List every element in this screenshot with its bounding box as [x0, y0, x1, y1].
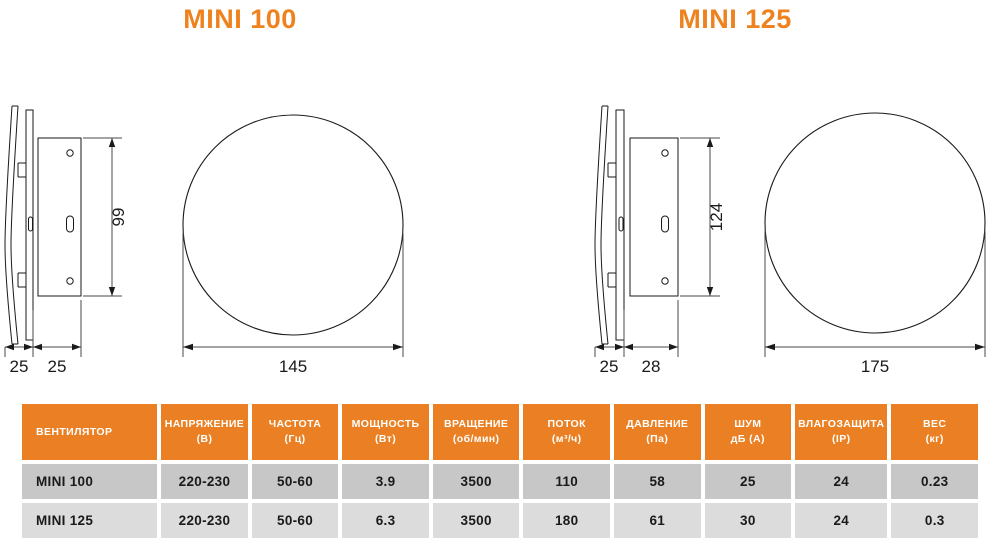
table-row: MINI 100 220-230 50-60 3.9 3500 110 58 2… [22, 464, 979, 499]
cell-rotation: 3500 [432, 503, 520, 538]
cell-voltage: 220-230 [161, 464, 248, 499]
column-header-pressure: ДАВЛЕНИЕ (Па) [614, 404, 701, 460]
dimension-label-diameter-175: 175 [861, 357, 889, 376]
cell-noise: 25 [704, 464, 792, 499]
dimension-label-height-124: 124 [707, 203, 726, 231]
column-header-label: ШУМ [734, 418, 762, 430]
column-header-unit: (м³/ч) [551, 433, 582, 445]
product-title-mini-125: MINI 125 [678, 4, 792, 34]
cell-flow: 110 [523, 464, 610, 499]
cell-fan-name: MINI 100 [22, 464, 158, 499]
column-header-unit: (IP) [832, 433, 851, 445]
dimension-label-diameter-145: 145 [279, 357, 307, 376]
cell-rotation: 3500 [432, 464, 520, 499]
column-header-label: ЧАСТОТА [268, 418, 322, 430]
column-header-label: НАПРЯЖЕНИЕ [164, 418, 245, 430]
cell-frequency: 50-60 [251, 464, 339, 499]
column-header-frequency: ЧАСТОТА (Гц) [251, 404, 339, 460]
column-header-power: МОЩНОСТЬ (Вт) [342, 404, 429, 460]
cell-noise: 30 [704, 503, 792, 538]
column-header-label: ПОТОК [547, 418, 586, 430]
dimension-label-depth-front-125: 25 [600, 357, 619, 376]
column-header-label: ВЕНТИЛЯТОР [36, 425, 113, 438]
dimension-label-depth-body-100: 25 [48, 357, 67, 376]
cell-pressure: 58 [614, 464, 701, 499]
column-header-rotation: ВРАЩЕНИЕ (об/мин) [432, 404, 520, 460]
column-header-unit: (Гц) [284, 433, 306, 445]
table-row: MINI 125 220-230 50-60 6.3 3500 180 61 3… [22, 503, 979, 538]
cell-power: 6.3 [342, 503, 429, 538]
cell-weight: 0.23 [891, 464, 979, 499]
cell-pressure: 61 [614, 503, 701, 538]
column-header-unit: (Вт) [375, 433, 397, 445]
column-header-weight: ВЕС (кг) [891, 404, 979, 460]
column-header-fan: ВЕНТИЛЯТОР [22, 404, 158, 460]
column-header-label: МОЩНОСТЬ [351, 418, 420, 430]
column-header-unit: (кг) [925, 433, 944, 445]
cell-ip: 24 [795, 464, 888, 499]
dimension-label-depth-body-125: 28 [642, 357, 661, 376]
cell-power: 3.9 [342, 464, 429, 499]
column-header-unit: (об/мин) [452, 433, 500, 445]
cell-frequency: 50-60 [251, 503, 339, 538]
dimension-label-depth-front-100: 25 [10, 357, 29, 376]
cell-fan-name: MINI 125 [22, 503, 158, 538]
column-header-flow: ПОТОК (м³/ч) [523, 404, 610, 460]
column-header-noise: ШУМ дБ (А) [704, 404, 792, 460]
cell-flow: 180 [523, 503, 610, 538]
column-header-label: ДАВЛЕНИЕ [626, 418, 689, 430]
cell-ip: 24 [795, 503, 888, 538]
column-header-unit: (Па) [646, 433, 669, 445]
specifications-table: ВЕНТИЛЯТОР НАПРЯЖЕНИЕ (В) ЧАСТОТА (Гц) М… [22, 404, 979, 538]
table-header-row: ВЕНТИЛЯТОР НАПРЯЖЕНИЕ (В) ЧАСТОТА (Гц) М… [22, 404, 979, 460]
column-header-voltage: НАПРЯЖЕНИЕ (В) [161, 404, 248, 460]
column-header-unit: (В) [196, 433, 213, 445]
column-header-label: ВЛАГОЗАЩИТА [798, 418, 885, 430]
technical-drawing-mini-125: 124 25 28 175 [580, 95, 1000, 395]
technical-drawing-mini-100: 99 25 25 145 [0, 95, 470, 395]
column-header-unit: дБ (А) [730, 433, 765, 445]
cell-weight: 0.3 [891, 503, 979, 538]
product-title-mini-100: MINI 100 [183, 4, 297, 34]
column-header-ip: ВЛАГОЗАЩИТА (IP) [795, 404, 888, 460]
dimension-label-height-99: 99 [109, 208, 128, 227]
column-header-label: ВРАЩЕНИЕ [444, 418, 509, 430]
column-header-label: ВЕС [923, 418, 947, 430]
cell-voltage: 220-230 [161, 503, 248, 538]
